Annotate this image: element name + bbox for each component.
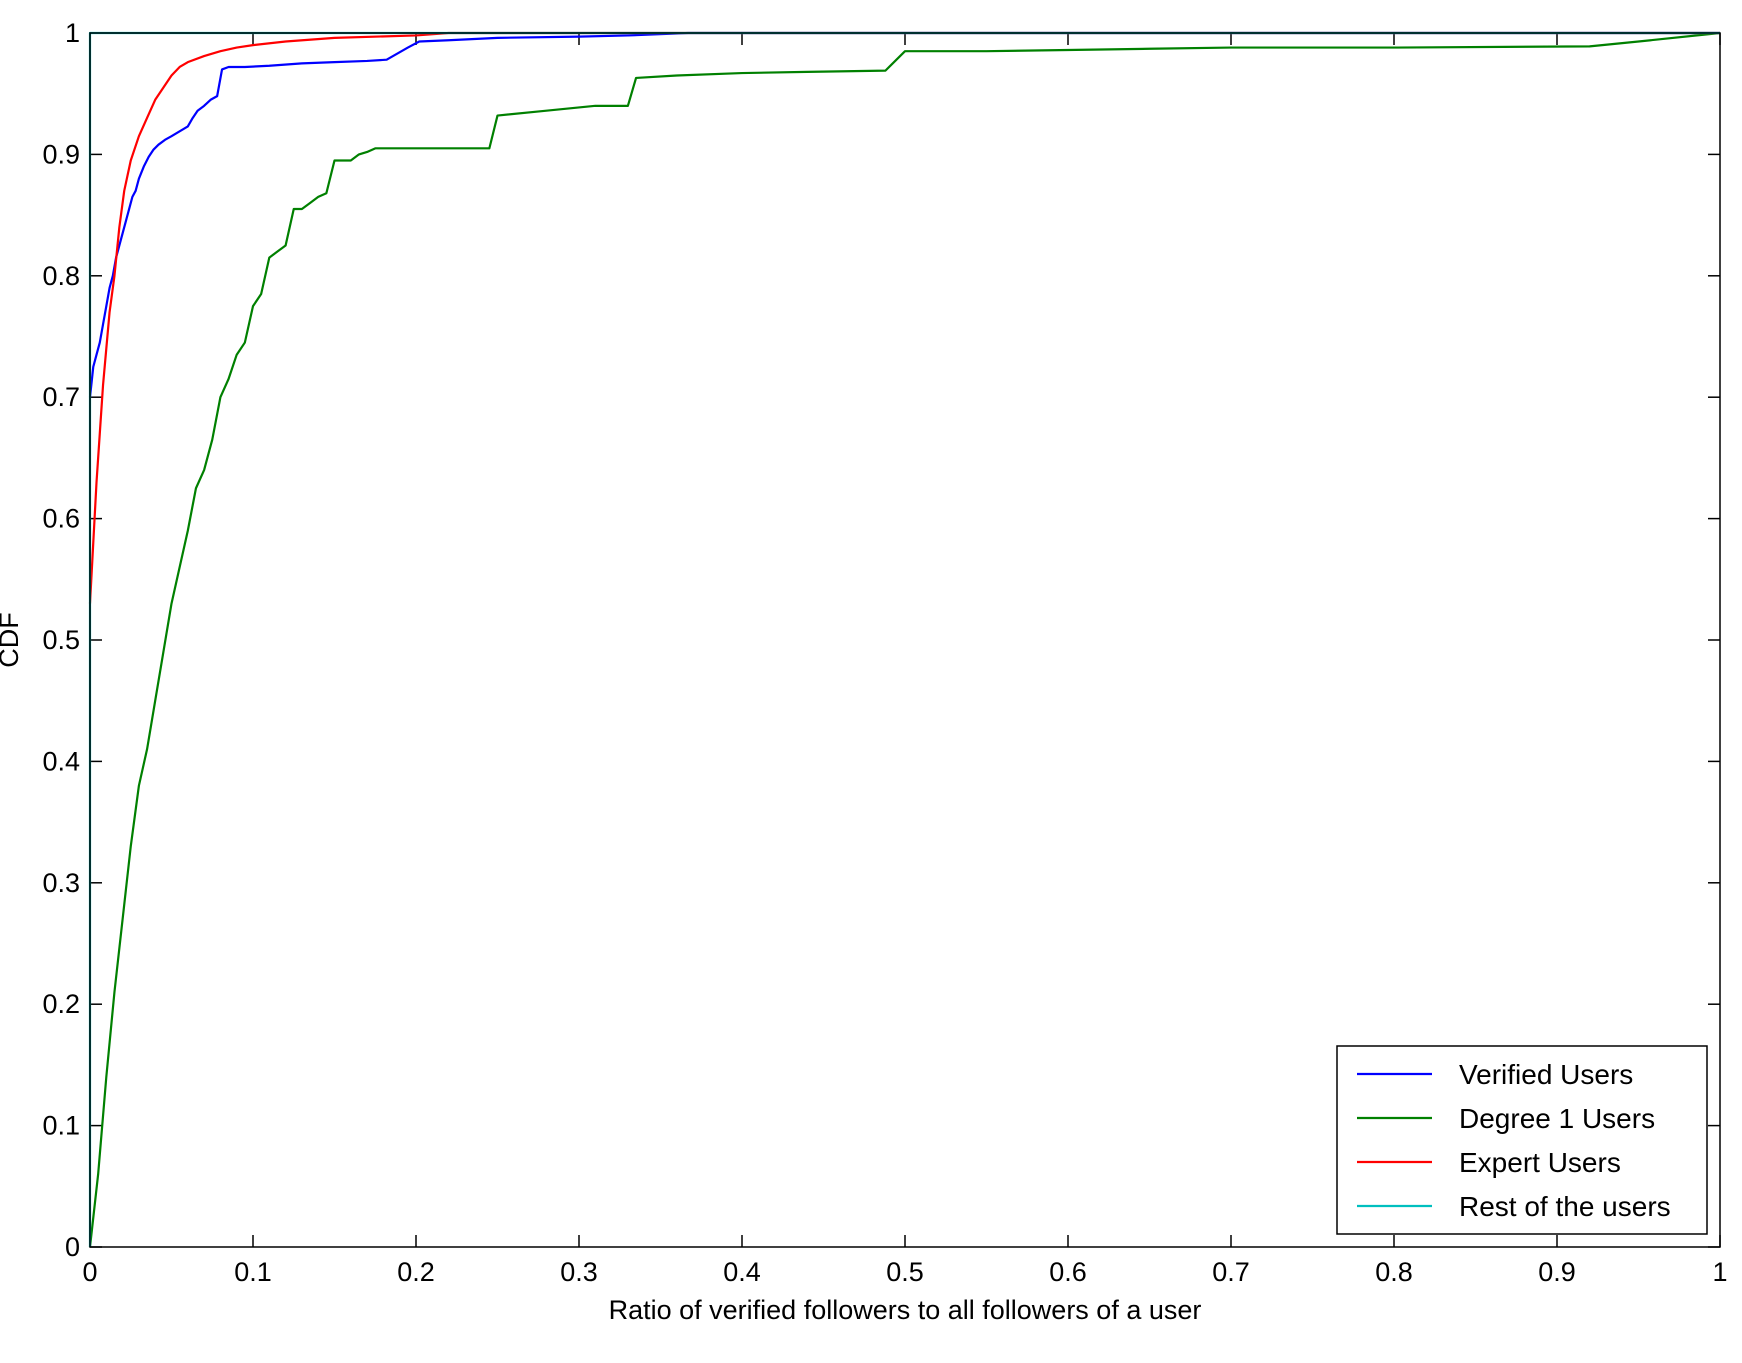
legend-box [1336,1045,1708,1235]
legend-label: Degree 1 Users [1459,1103,1655,1134]
series-line-expert-users [88,31,1720,604]
x-tick-label: 0.9 [1538,1257,1576,1287]
x-tick-label: 1 [1712,1257,1727,1287]
legend-label: Rest of the users [1459,1191,1671,1222]
y-tick-label: 0.1 [42,1111,80,1141]
y-tick-label: 1 [65,18,80,48]
x-tick-label: 0.3 [560,1257,598,1287]
legend: Verified Users Degree 1 Users Expert Users… [1336,1045,1708,1235]
x-axis-label: Ratio of verified followers to all follo… [609,1295,1202,1325]
y-axis-label: CDF [0,612,24,668]
x-tick-label: 0.4 [723,1257,761,1287]
y-tick-label: 0.3 [42,868,80,898]
legend-label: Expert Users [1459,1147,1621,1178]
x-tick-label: 0.6 [1049,1257,1087,1287]
x-tick-label: 0 [82,1257,97,1287]
y-tick-label: 0.9 [42,139,80,169]
y-tick-label: 0.5 [42,625,80,655]
y-tick-label: 0.4 [42,746,80,776]
y-tick-label: 0.2 [42,989,80,1019]
y-tick-label: 0.8 [42,261,80,291]
x-tick-label: 0.8 [1375,1257,1413,1287]
y-tick-label: 0 [65,1232,80,1262]
y-tick-label: 0.7 [42,382,80,412]
x-tick-label: 0.5 [886,1257,924,1287]
x-tick-label: 0.1 [234,1257,272,1287]
series-line-degree-1-users [88,31,1721,1248]
x-tick-label: 0.2 [397,1257,435,1287]
x-tick-label: 0.7 [1212,1257,1250,1287]
y-tick-label: 0.6 [42,504,80,534]
axes-box [89,32,1721,1248]
series-line-verified-users [88,31,1720,398]
legend-label: Verified Users [1459,1059,1633,1090]
